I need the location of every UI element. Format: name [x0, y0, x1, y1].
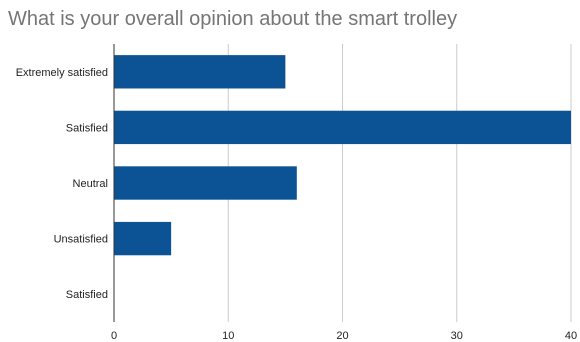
bar [114, 55, 286, 89]
bar [114, 166, 297, 200]
bar [114, 110, 571, 145]
bar [114, 221, 172, 256]
bars [114, 55, 571, 256]
chart-title: What is your overall opinion about the s… [8, 8, 458, 30]
x-tick-labels: 0 10 20 30 40 [111, 330, 577, 342]
category-labels: Extremely satisfied Satisfied Neutral Unsat… [16, 67, 108, 301]
category-label: Satisfied [66, 122, 108, 134]
category-label: Satisfied [66, 289, 108, 301]
category-label: Extremely satisfied [16, 67, 108, 79]
x-tick-label: 0 [111, 330, 117, 342]
x-tick-label: 20 [336, 330, 348, 342]
x-tick-label: 30 [451, 330, 463, 342]
x-tick-label: 40 [565, 330, 577, 342]
category-label: Neutral [73, 178, 108, 190]
category-label: Unsatisfied [54, 234, 108, 246]
x-tick-label: 10 [222, 330, 234, 342]
